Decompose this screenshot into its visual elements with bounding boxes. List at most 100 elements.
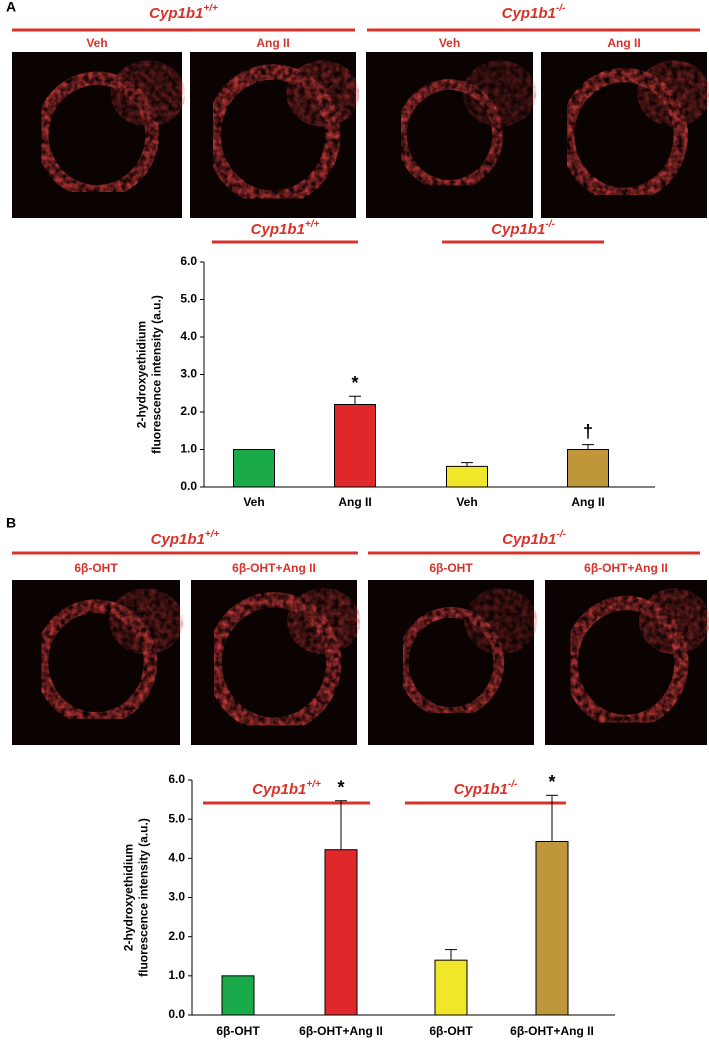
- image-label: 6β-OHT: [429, 561, 473, 575]
- image-label: Ang II: [256, 36, 289, 50]
- y-tick-label: 3.0: [168, 890, 185, 904]
- x-tick-label: 6β-OHT+Ang II: [299, 1024, 383, 1038]
- bar: [567, 449, 609, 488]
- bar: [233, 449, 275, 488]
- group-header: Cyp1b1+/+: [149, 3, 218, 22]
- genotype-name: Cyp1b1: [251, 221, 305, 238]
- panel-label: A: [6, 0, 16, 15]
- tissue-blob: [464, 588, 538, 655]
- tissue: [397, 588, 538, 719]
- tissue: [560, 60, 709, 203]
- x-tick-label: Veh: [456, 495, 477, 509]
- genotype-superscript: +/+: [306, 779, 321, 790]
- y-tick-label: 0.0: [180, 479, 197, 493]
- genotype-name: Cyp1b1: [491, 221, 545, 238]
- tissue-blob: [638, 588, 709, 655]
- image-label: Veh: [439, 36, 460, 50]
- y-axis-label: 2-hydroxyethidium: [122, 844, 136, 951]
- x-tick-label: Veh: [243, 495, 264, 509]
- y-axis-label: fluorescence intensity (a.u.): [150, 295, 164, 454]
- micrograph: [12, 52, 186, 218]
- genotype-superscript: -/-: [556, 3, 566, 14]
- bar: [446, 465, 488, 488]
- tissue: [396, 60, 537, 191]
- group-header: Cyp1b1+/+: [251, 219, 320, 238]
- tissue-ring: [206, 592, 342, 733]
- y-tick-label: 2.0: [180, 404, 197, 418]
- genotype-superscript: +/+: [305, 219, 320, 230]
- tissue-ring: [35, 71, 159, 199]
- group-header: Cyp1b1-/-: [502, 3, 566, 22]
- tissue-ring: [563, 595, 689, 730]
- genotype-superscript: +/+: [205, 529, 220, 540]
- genotype-name: Cyp1b1: [502, 5, 556, 22]
- tissue: [34, 588, 184, 726]
- x-tick-label: 6β-OHT: [429, 1024, 473, 1038]
- tissue: [563, 588, 709, 730]
- image-label: Ang II: [607, 36, 640, 50]
- tissue: [206, 588, 361, 733]
- tissue-ring: [560, 67, 688, 203]
- group-header: Cyp1b1-/-: [502, 529, 566, 548]
- micrograph: [368, 580, 538, 745]
- y-tick-label: 4.0: [180, 329, 197, 343]
- significance-marker: *: [351, 373, 358, 393]
- y-axis-label: 2-hydroxyethidium: [135, 321, 149, 428]
- micrograph: [541, 52, 709, 218]
- y-tick-label: 2.0: [168, 929, 185, 943]
- tissue-ring: [205, 64, 341, 206]
- genotype-superscript: -/-: [508, 779, 518, 790]
- y-tick-label: 6.0: [180, 254, 197, 268]
- genotype-name: Cyp1b1: [149, 5, 203, 22]
- bar: [221, 975, 255, 1016]
- significance-marker: †: [583, 421, 593, 441]
- micrograph: [190, 52, 360, 218]
- y-tick-label: 4.0: [168, 851, 185, 865]
- tissue-blob: [286, 60, 360, 127]
- bar: [535, 840, 569, 1016]
- group-header: Cyp1b1-/-: [491, 219, 555, 238]
- tissue-blob: [109, 588, 184, 655]
- y-tick-label: 3.0: [180, 367, 197, 381]
- micrograph: [191, 580, 361, 745]
- significance-marker: *: [337, 778, 344, 798]
- y-tick-label: 0.0: [168, 1007, 185, 1021]
- genotype-name: Cyp1b1: [252, 781, 306, 798]
- tissue-ring: [396, 79, 503, 191]
- x-tick-label: 6β-OHT+Ang II: [510, 1024, 594, 1038]
- group-header: Cyp1b1-/-: [454, 779, 518, 798]
- tissue-blob: [110, 60, 186, 127]
- micrograph: [545, 580, 709, 745]
- genotype-superscript: -/-: [545, 219, 555, 230]
- micrograph: [366, 52, 537, 218]
- genotype-name: Cyp1b1: [454, 781, 508, 798]
- y-tick-label: 5.0: [168, 811, 185, 825]
- x-tick-label: Ang II: [571, 495, 604, 509]
- genotype-superscript: +/+: [203, 3, 218, 14]
- image-label: 6β-OHT: [74, 561, 118, 575]
- image-label: 6β-OHT+Ang II: [584, 561, 668, 575]
- panel-label: B: [6, 515, 16, 531]
- tissue-ring: [34, 599, 158, 726]
- genotype-superscript: -/-: [556, 529, 566, 540]
- tissue: [35, 60, 186, 199]
- x-tick-label: 6β-OHT: [216, 1024, 260, 1038]
- y-axis-label: fluorescence intensity (a.u.): [137, 818, 151, 977]
- x-tick-label: Ang II: [338, 495, 371, 509]
- group-header: Cyp1b1+/+: [252, 779, 321, 798]
- y-tick-label: 1.0: [180, 442, 197, 456]
- tissue-blob: [637, 60, 709, 127]
- y-tick-label: 6.0: [168, 772, 185, 786]
- tissue: [205, 60, 360, 206]
- image-label: 6β-OHT+Ang II: [232, 561, 316, 575]
- micrograph: [12, 580, 184, 745]
- tissue-blob: [462, 60, 537, 127]
- image-label: Veh: [86, 36, 107, 50]
- y-tick-label: 5.0: [180, 292, 197, 306]
- bar: [324, 849, 358, 1016]
- bar: [434, 959, 468, 1016]
- genotype-name: Cyp1b1: [151, 531, 205, 548]
- tissue-ring: [397, 606, 505, 719]
- bar: [334, 404, 376, 488]
